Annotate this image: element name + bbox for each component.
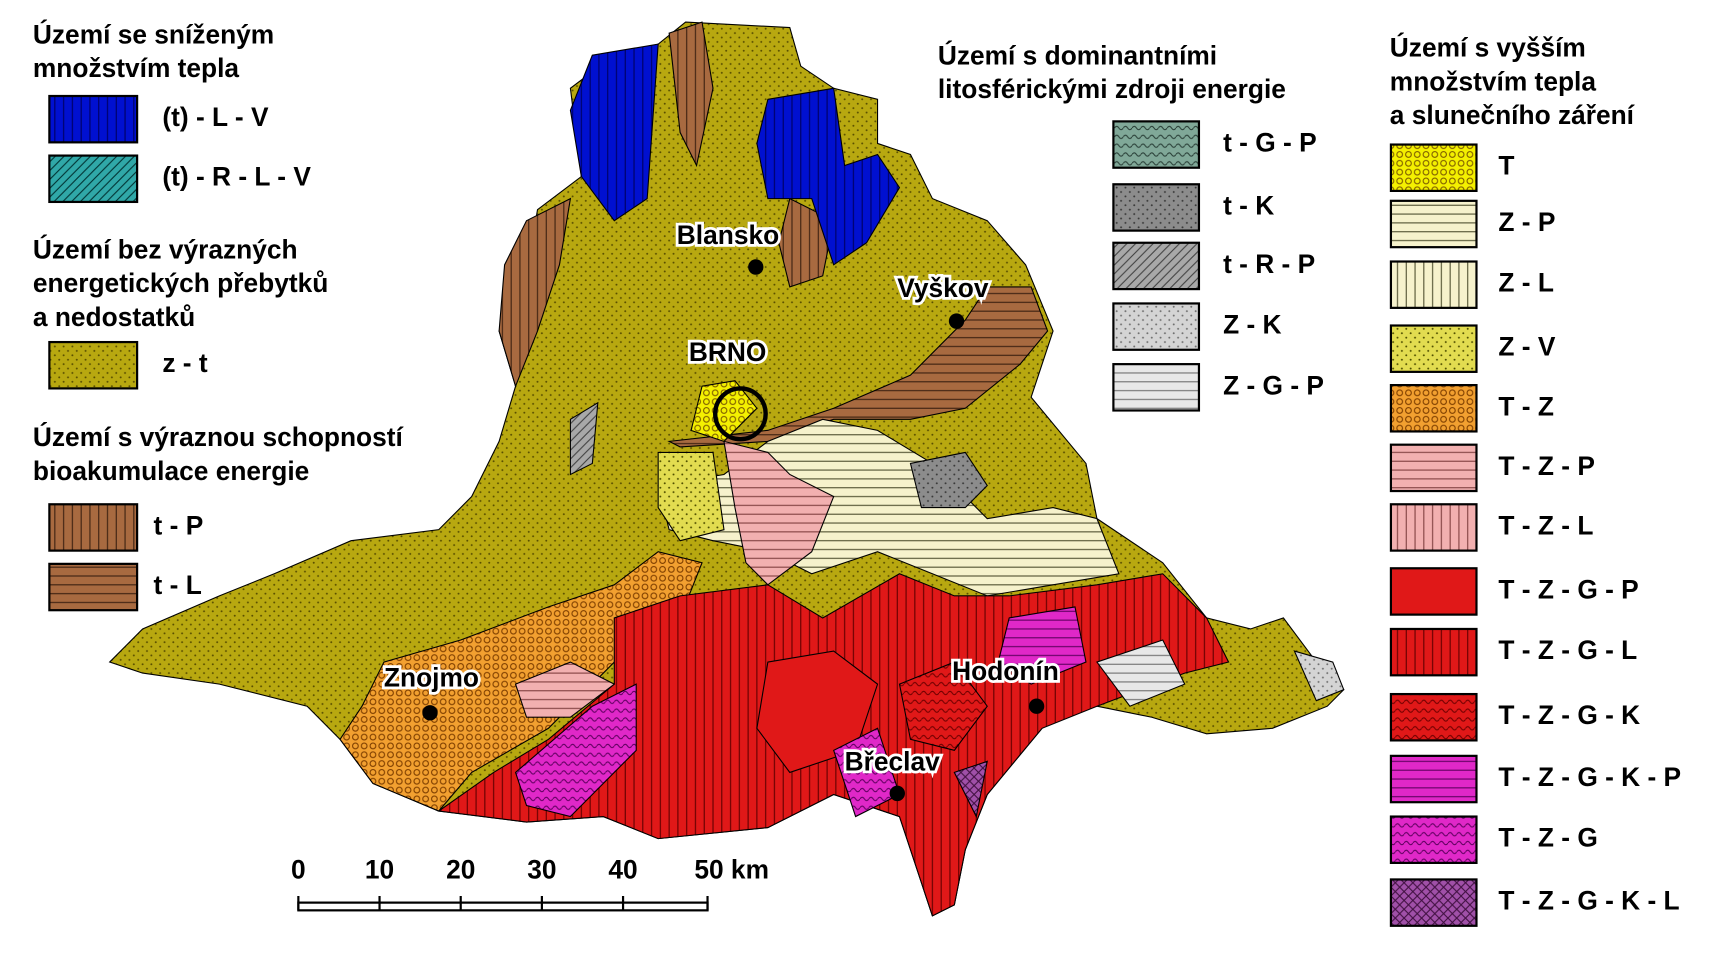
map-region — [723, 440, 835, 586]
legend-title: Území se sníženým — [33, 19, 274, 49]
map-region — [1293, 650, 1345, 702]
legend-swatch — [1389, 567, 1478, 616]
city-dot — [748, 259, 764, 275]
legend-swatch — [1389, 199, 1478, 249]
legend-swatch — [1112, 363, 1201, 412]
map-region — [657, 451, 725, 542]
legend-label: T - Z - G — [1498, 823, 1597, 853]
legend-label: (t) - R - L - V — [162, 162, 311, 192]
map-region — [514, 661, 616, 718]
legend-label: T - Z - G - P — [1498, 574, 1638, 604]
legend-swatch — [1389, 754, 1478, 804]
legend-label: T - Z - G - K - P — [1498, 762, 1681, 792]
map-region — [690, 380, 758, 443]
legend-label: Z - G - P — [1223, 370, 1324, 400]
legend-swatch — [1389, 878, 1478, 927]
legend-label: t - P — [154, 510, 204, 540]
legend-title: Území bez výrazných — [33, 235, 298, 265]
legend-label: Z - V — [1498, 332, 1555, 362]
map-region — [898, 661, 988, 751]
legend-label: t - K — [1223, 190, 1274, 220]
legend-swatch — [48, 562, 139, 612]
legend-label: T - Z - G - L — [1498, 635, 1637, 665]
legend-title: a slunečního záření — [1390, 100, 1636, 130]
legend-swatch — [48, 503, 139, 552]
legend-swatch — [1112, 183, 1201, 232]
map-region — [756, 87, 901, 266]
city-circle — [713, 386, 768, 442]
map-region — [569, 401, 599, 476]
legend-swatch — [1112, 302, 1201, 351]
legend-label: z - t — [162, 348, 208, 378]
map-region — [668, 21, 714, 168]
legend-label: T - Z — [1498, 391, 1554, 421]
city-dot — [422, 705, 438, 721]
legend-swatch — [1112, 241, 1201, 291]
scale-label: 30 — [527, 855, 556, 885]
city-label: Vyškov — [897, 273, 989, 303]
legend-label: t - L — [154, 570, 202, 600]
legend-swatch — [1389, 384, 1478, 433]
city-dot — [1028, 698, 1045, 714]
legend-label: Z - P — [1498, 207, 1555, 237]
map-region — [953, 760, 988, 819]
legend-label: Z - L — [1498, 268, 1554, 298]
legend-title: Území s dominantními — [938, 40, 1217, 70]
legend-label: T - Z - P — [1498, 451, 1594, 481]
map-region — [997, 606, 1087, 685]
city-label: BRNO — [689, 337, 766, 367]
map-regions — [108, 21, 1345, 917]
legend-title: množstvím tepla — [1390, 66, 1596, 96]
legend-title: Území s výraznou schopností — [33, 422, 405, 452]
legend-label: (t) - L - V — [162, 102, 269, 132]
map-region — [909, 451, 988, 509]
scale-bar — [297, 901, 709, 912]
legend-swatch — [48, 340, 139, 390]
map-region — [498, 197, 572, 388]
legend-swatch — [1389, 503, 1478, 552]
legend-title: množstvím tepla — [33, 53, 239, 83]
scale-label: 20 — [446, 855, 475, 885]
legend-swatch — [1389, 627, 1478, 677]
map-region — [569, 43, 659, 222]
legend-label: T - Z - G - K — [1498, 700, 1640, 730]
legend-label: T — [1498, 151, 1514, 181]
city-label: Znojmo — [384, 663, 479, 693]
legend-swatch — [48, 154, 139, 204]
city-dot — [889, 785, 905, 802]
city-label: Blansko — [677, 220, 779, 250]
legend-swatch — [1112, 120, 1201, 169]
city-dot — [948, 313, 965, 329]
legend-swatch — [1389, 443, 1478, 493]
map-overlay: Blansko Vyškov BRNO Znojmo Hodonín Břeclav — [381, 217, 1062, 802]
map-region — [1096, 639, 1186, 707]
legend-title: a nedostatků — [33, 302, 195, 332]
map-region — [514, 683, 637, 818]
legend-label: Z - K — [1223, 310, 1281, 340]
city-label: Břeclav — [845, 747, 940, 777]
scale-label: 50 km — [694, 855, 769, 885]
legend-swatch — [48, 94, 139, 144]
legend-swatch — [1389, 815, 1478, 864]
legend-label: t - G - P — [1223, 127, 1317, 157]
legend-swatch — [1389, 692, 1478, 742]
legend-swatch — [1389, 260, 1478, 309]
scale-label: 0 — [291, 855, 306, 885]
legend-swatch — [1389, 143, 1478, 192]
legend-label: t - R - P — [1223, 249, 1315, 279]
legend-swatch — [1389, 324, 1478, 373]
scale-label: 10 — [365, 855, 394, 885]
scale-label: 40 — [608, 855, 637, 885]
legend-title: energetických přebytků — [33, 268, 328, 298]
legend-title: litosférickými zdroji energie — [938, 74, 1286, 104]
legend-label: T - Z - L — [1498, 510, 1593, 540]
legend-title: bioakumulace energie — [33, 456, 309, 486]
legend-label: T - Z - G - K - L — [1498, 886, 1679, 916]
legend-title: Území s vyšším — [1390, 33, 1586, 63]
city-label: Hodonín — [952, 656, 1059, 686]
